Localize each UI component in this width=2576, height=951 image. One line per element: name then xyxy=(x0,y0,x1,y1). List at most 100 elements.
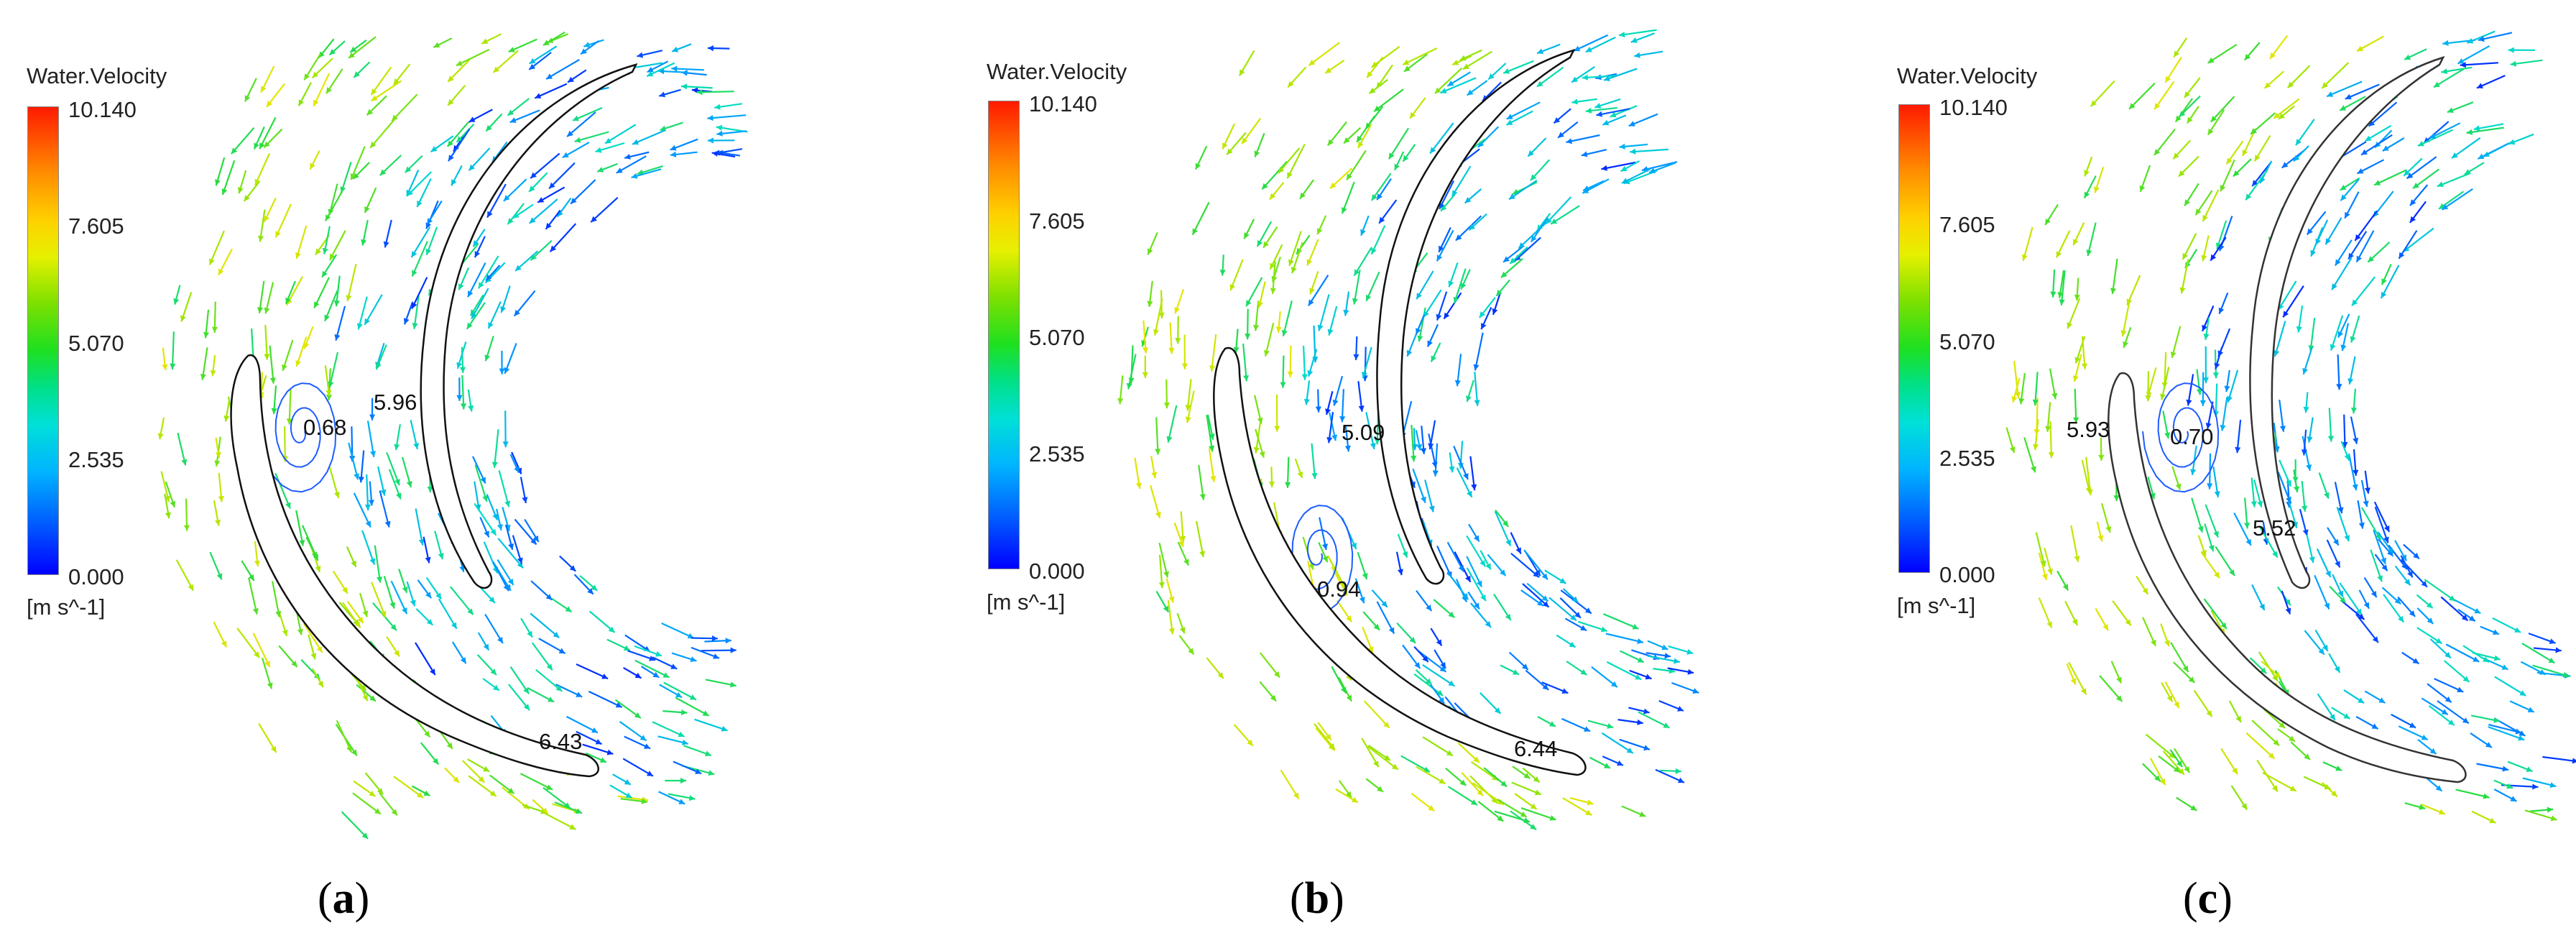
velocity-vector xyxy=(2348,453,2358,491)
vector-arrowhead xyxy=(1268,481,1275,487)
vector-arrowhead xyxy=(573,115,579,121)
vector-arrowhead xyxy=(2348,252,2354,259)
vector-arrowhead xyxy=(1628,121,1635,127)
vector-arrowhead xyxy=(2186,399,2192,406)
vector-arrowhead xyxy=(1455,234,1462,241)
vector-arrowhead xyxy=(474,251,480,258)
velocity-vector xyxy=(1601,161,1636,170)
vector-arrowhead xyxy=(2015,392,2021,398)
vector-arrowhead xyxy=(1147,300,1153,307)
velocity-vector xyxy=(2451,137,2481,159)
vector-arrowhead xyxy=(2363,500,2369,507)
velocity-vector xyxy=(1520,807,1556,821)
vector-arrowhead xyxy=(1500,781,1508,787)
vector-arrowhead xyxy=(1163,403,1170,409)
vector-arrowhead xyxy=(209,258,215,265)
velocity-vector xyxy=(2355,230,2375,263)
legend-title: Water.Velocity xyxy=(1897,63,2038,88)
vector-arrowhead xyxy=(1448,280,1454,288)
upper-blade xyxy=(1376,48,1576,585)
vector-arrowhead xyxy=(1128,377,1135,384)
vector-arrowhead xyxy=(2447,107,2454,113)
vector-arrowhead xyxy=(2212,372,2219,379)
vector-arrowhead xyxy=(1661,644,1668,651)
vector-arrowhead xyxy=(1439,697,1445,704)
velocity-vector xyxy=(2331,257,2353,290)
vector-arrowhead xyxy=(2094,186,2100,193)
vector-arrowhead xyxy=(350,46,357,52)
vector-arrowhead xyxy=(487,211,493,218)
vector-arrowhead xyxy=(1530,174,1537,181)
vector-arrowhead xyxy=(350,173,356,180)
vector-arrowhead xyxy=(1373,761,1379,768)
velocity-vector xyxy=(1196,520,1204,558)
vector-arrowhead xyxy=(2371,723,2378,729)
vector-arrowhead xyxy=(1432,470,1439,477)
vector-arrowhead xyxy=(1370,443,1376,449)
vector-arrowhead xyxy=(2413,183,2419,189)
vector-arrowhead xyxy=(2301,449,2307,456)
vector-arrowhead xyxy=(491,461,498,468)
velocity-vector xyxy=(1167,405,1178,443)
vector-arrowhead xyxy=(384,520,391,528)
vector-arrowhead xyxy=(2250,501,2257,507)
vector-arrowhead xyxy=(670,144,677,151)
panel-a: Water.Velocity 10.140 7.605 5.070 2.535 … xyxy=(0,0,859,951)
vector-arrowhead xyxy=(624,779,631,785)
velocity-vector xyxy=(2251,720,2280,747)
velocity-vector xyxy=(2282,285,2304,318)
vector-arrowhead xyxy=(505,584,511,591)
vector-arrowhead xyxy=(298,99,304,106)
vector-arrowhead xyxy=(377,576,383,583)
vector-arrowhead xyxy=(716,124,723,131)
vector-arrowhead xyxy=(599,757,606,763)
velocity-vector xyxy=(336,720,353,753)
vector-arrowhead xyxy=(647,67,654,73)
vector-arrowhead xyxy=(1602,119,1610,126)
vector-arrowhead xyxy=(2445,651,2451,658)
vector-arrowhead xyxy=(530,254,537,261)
vector-arrowhead xyxy=(1345,791,1352,798)
vector-arrowhead xyxy=(567,130,573,137)
velocity-vector xyxy=(694,718,728,732)
vector-arrowhead xyxy=(1175,338,1181,344)
vector-arrowhead xyxy=(1549,721,1556,727)
vector-arrowhead xyxy=(183,525,190,531)
velocity-vector xyxy=(696,91,734,93)
vector-arrowhead xyxy=(2264,82,2271,88)
vector-arrowhead xyxy=(1446,750,1453,756)
vector-arrowhead xyxy=(170,500,176,507)
vector-arrowhead xyxy=(548,697,555,702)
vector-arrowhead xyxy=(285,297,291,304)
velocity-vector xyxy=(1474,332,1484,371)
velocity-vector xyxy=(274,203,292,238)
vector-arrowhead xyxy=(2202,215,2208,221)
vector-arrowhead xyxy=(601,674,609,679)
vector-arrowhead xyxy=(1227,148,1233,155)
vector-arrowhead xyxy=(2382,145,2389,151)
velocity-vector xyxy=(379,490,390,528)
vector-arrowhead xyxy=(2404,579,2411,586)
tick-min: 0.000 xyxy=(1029,559,1085,584)
vector-arrowhead xyxy=(2340,184,2347,190)
vector-arrowhead xyxy=(1427,340,1433,347)
vector-arrowhead xyxy=(453,776,460,783)
vector-arrowhead xyxy=(2170,352,2176,358)
vector-arrowhead xyxy=(1537,48,1544,55)
vector-arrowhead xyxy=(1158,582,1165,589)
velocity-vector xyxy=(2326,81,2363,98)
vector-arrowhead xyxy=(1439,202,1445,209)
vector-arrowhead xyxy=(2208,545,2215,552)
velocity-vector xyxy=(1422,663,1456,687)
vector-arrowhead xyxy=(527,630,532,638)
vector-arrowhead xyxy=(1459,55,1467,61)
vector-arrowhead xyxy=(1351,542,1357,549)
vector-arrowhead xyxy=(2335,766,2342,771)
velocity-vector xyxy=(2368,101,2398,127)
vector-arrowhead xyxy=(663,672,670,678)
vector-arrowhead xyxy=(2462,676,2470,682)
vector-arrowhead xyxy=(362,610,369,617)
vector-arrowhead xyxy=(1587,799,1594,806)
vector-arrowhead xyxy=(2526,766,2533,772)
vector-arrowhead xyxy=(595,739,602,745)
